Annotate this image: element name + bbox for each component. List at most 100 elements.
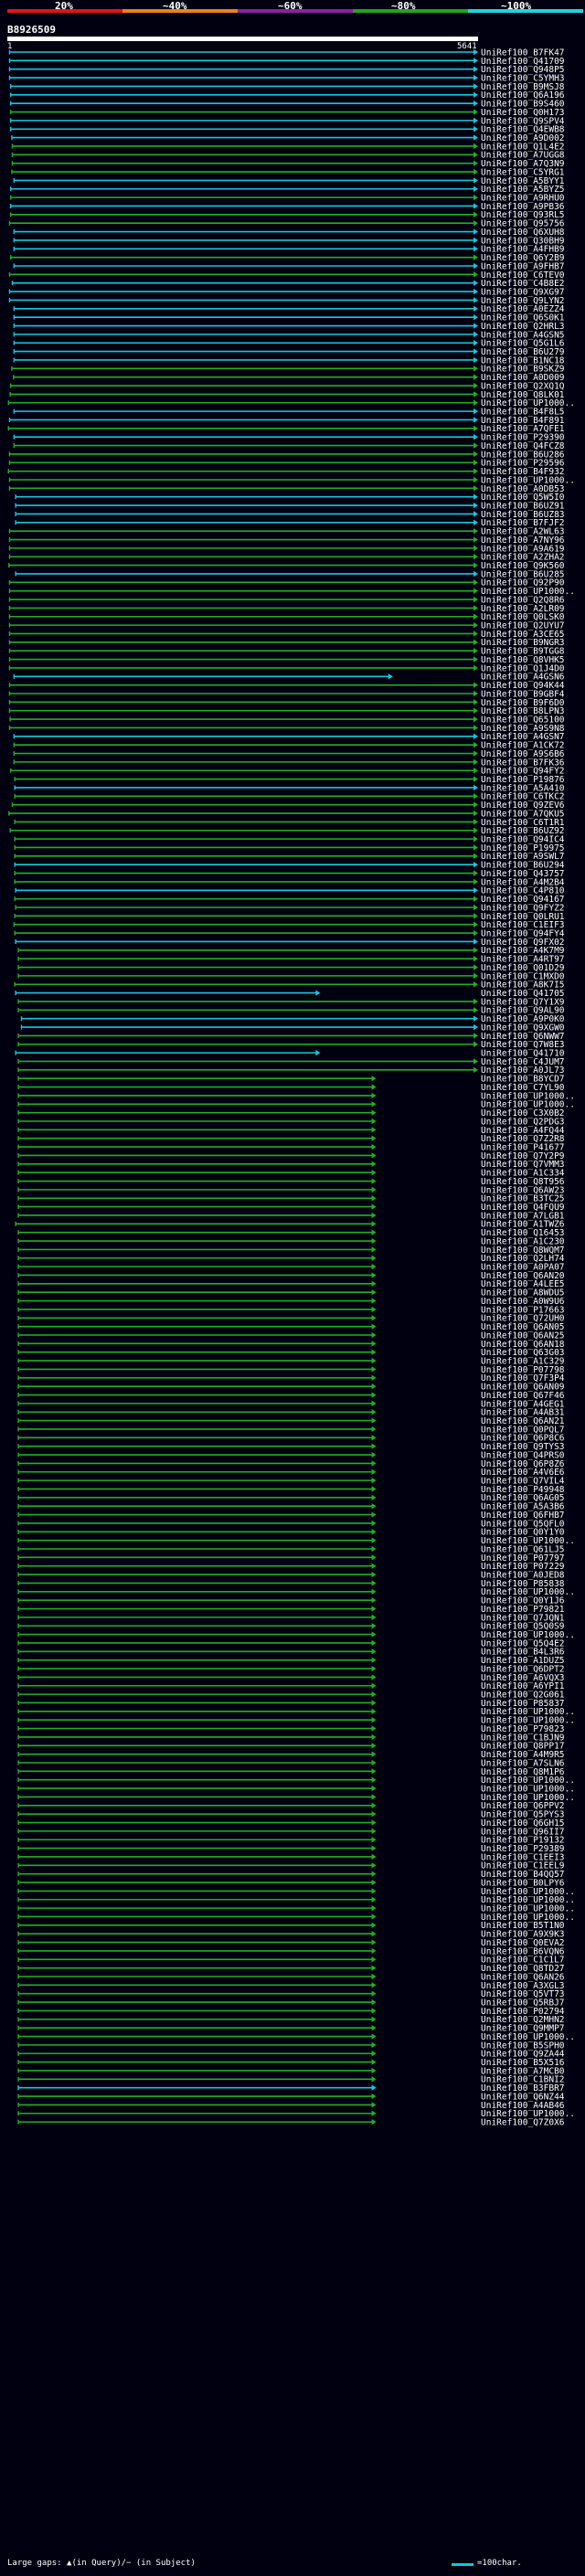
- hit-row[interactable]: UniRef100_C1EEI3: [17, 1852, 565, 1862]
- hit-label[interactable]: UniRef100_B4QQ57: [481, 1870, 565, 1880]
- hit-label[interactable]: UniRef100_Q2XQ1Q: [481, 381, 565, 391]
- hit-label[interactable]: UniRef100_Q8T956: [481, 1177, 565, 1187]
- hit-label[interactable]: UniRef100_UP1000..: [481, 587, 575, 597]
- hit-row[interactable]: UniRef100_P29389: [17, 1844, 565, 1854]
- hit-row[interactable]: UniRef100_Q9AL90: [17, 1006, 565, 1016]
- hit-label[interactable]: UniRef100_Q2HRL3: [481, 322, 565, 332]
- hit-row[interactable]: UniRef100_Q5Q0S9: [17, 1622, 565, 1632]
- hit-label[interactable]: UniRef100_A5BYZ5: [481, 185, 565, 195]
- hit-row[interactable]: UniRef100_A5BYY1: [13, 176, 565, 186]
- hit-row[interactable]: UniRef100_Q30BH9: [13, 236, 565, 246]
- hit-label[interactable]: UniRef100_Q6AN25: [481, 1330, 565, 1341]
- hit-row[interactable]: UniRef100_B4L3R6: [17, 1648, 565, 1658]
- hit-label[interactable]: UniRef100_A0EZZ4: [481, 304, 565, 314]
- hit-row[interactable]: UniRef100_Q5PYS3: [17, 1810, 565, 1820]
- hit-row[interactable]: UniRef100_Q2HRL3: [13, 322, 565, 332]
- hit-label[interactable]: UniRef100_Q41709: [481, 57, 565, 67]
- hit-row[interactable]: UniRef100_UP1000..: [17, 1536, 575, 1546]
- hit-row[interactable]: UniRef100_A4GEG1: [17, 1399, 565, 1409]
- hit-label[interactable]: UniRef100_P02794: [481, 2007, 565, 2017]
- hit-row[interactable]: UniRef100_A4GSN5: [13, 330, 565, 340]
- hit-row[interactable]: UniRef100_A9S9N8: [8, 724, 565, 734]
- hit-label[interactable]: UniRef100_C6T1R1: [481, 818, 565, 828]
- hit-row[interactable]: UniRef100_Q6AN05: [17, 1322, 565, 1332]
- hit-row[interactable]: UniRef100_Q95756: [8, 219, 565, 229]
- hit-row[interactable]: UniRef100_UP1000..: [17, 2032, 575, 2042]
- hit-label[interactable]: UniRef100_Q1J4D0: [481, 663, 565, 673]
- hit-row[interactable]: UniRef100_B9F6D0: [8, 698, 565, 708]
- hit-row[interactable]: UniRef100_Q0Y1J6: [17, 1596, 565, 1606]
- hit-label[interactable]: UniRef100_Q6Y2B9: [481, 253, 565, 263]
- hit-row[interactable]: UniRef100_Q6AN26: [17, 1972, 565, 1982]
- hit-label[interactable]: UniRef100_Q30BH9: [481, 236, 565, 246]
- hit-label[interactable]: UniRef100_Q63G03: [481, 1348, 565, 1358]
- hit-label[interactable]: UniRef100_Q4EWB8: [481, 125, 565, 135]
- hit-row[interactable]: UniRef100_Q6AW23: [17, 1185, 565, 1195]
- hit-label[interactable]: UniRef100_B4L3R6: [481, 1648, 565, 1658]
- hit-label[interactable]: UniRef100_P19975: [481, 843, 565, 853]
- hit-label[interactable]: UniRef100_Q9ZA44: [481, 2050, 565, 2060]
- hit-row[interactable]: UniRef100_P79821: [17, 1605, 565, 1615]
- hit-row[interactable]: UniRef100_C4P810: [15, 886, 565, 896]
- hit-row[interactable]: UniRef100_A5BYZ5: [9, 185, 565, 195]
- hit-label[interactable]: UniRef100_C1C1L7: [481, 1956, 565, 1966]
- hit-label[interactable]: UniRef100_P29596: [481, 459, 565, 469]
- hit-row[interactable]: UniRef100_Q8T956: [17, 1177, 565, 1187]
- hit-label[interactable]: UniRef100_Q92P90: [481, 578, 565, 588]
- hit-label[interactable]: UniRef100_A9S6B6: [481, 749, 565, 759]
- hit-row[interactable]: UniRef100_Q9LYN2: [8, 296, 565, 306]
- hit-label[interactable]: UniRef100_Q7Y2P9: [481, 1151, 565, 1161]
- hit-row[interactable]: UniRef100_Q01D29: [17, 963, 565, 973]
- hit-row[interactable]: UniRef100_A7LGB1: [17, 1211, 565, 1221]
- hit-label[interactable]: UniRef100_Q7JQN1: [481, 1613, 565, 1623]
- hit-row[interactable]: UniRef100_Q8M1P6: [17, 1767, 565, 1777]
- hit-label[interactable]: UniRef100_A4GSN6: [481, 673, 565, 683]
- hit-label[interactable]: UniRef100_A3CE65: [481, 630, 565, 640]
- hit-label[interactable]: UniRef100_Q2LH74: [481, 1254, 565, 1264]
- hit-label[interactable]: UniRef100_C1EIF3: [481, 920, 565, 930]
- hit-label[interactable]: UniRef100_Q9XG97: [481, 287, 565, 297]
- hit-label[interactable]: UniRef100_Q96II7: [481, 1827, 565, 1837]
- hit-label[interactable]: UniRef100_A8K7I5: [481, 981, 565, 991]
- hit-label[interactable]: UniRef100_A0JED8: [481, 1570, 565, 1580]
- hit-row[interactable]: UniRef100_Q8WQM7: [17, 1246, 565, 1256]
- hit-label[interactable]: UniRef100_A4FHB9: [481, 245, 565, 255]
- hit-label[interactable]: UniRef100_B6U285: [481, 569, 565, 579]
- hit-label[interactable]: UniRef100_A4GSN7: [481, 732, 565, 742]
- hit-row[interactable]: UniRef100_P79823: [17, 1724, 565, 1734]
- hit-label[interactable]: UniRef100_P19132: [481, 1836, 565, 1846]
- hit-row[interactable]: UniRef100_C6T1R1: [14, 818, 565, 828]
- hit-row[interactable]: UniRef100_A4V6E6: [17, 1468, 565, 1478]
- hit-row[interactable]: UniRef100_Q9FYZ2: [15, 903, 565, 913]
- hit-row[interactable]: UniRef100_Q6NWW7: [17, 1032, 565, 1042]
- hit-row[interactable]: UniRef100_C1BJN9: [17, 1733, 565, 1743]
- hit-label[interactable]: UniRef100_Q72UH0: [481, 1314, 565, 1324]
- hit-row[interactable]: UniRef100_Q9SPV4: [9, 116, 565, 126]
- hit-row[interactable]: UniRef100_P29390: [13, 433, 565, 443]
- hit-row[interactable]: UniRef100_Q7Y1X9: [17, 997, 565, 1007]
- hit-row[interactable]: UniRef100_Q2UYU7: [8, 621, 565, 631]
- hit-row[interactable]: UniRef100_B6VQN6: [17, 1946, 565, 1956]
- hit-label[interactable]: UniRef100_A4GSN5: [481, 330, 565, 340]
- hit-row[interactable]: UniRef100_B8LPN3: [8, 706, 565, 716]
- hit-row[interactable]: UniRef100_B9TGG8: [8, 647, 565, 657]
- hit-row[interactable]: UniRef100_B4QQ57: [17, 1870, 565, 1880]
- hit-label[interactable]: UniRef100_C1MXD0: [481, 971, 565, 981]
- hit-row[interactable]: UniRef100_A9RHU0: [9, 194, 565, 204]
- hit-label[interactable]: UniRef100_Q6AN20: [481, 1271, 565, 1281]
- hit-row[interactable]: UniRef100_A4FQ44: [17, 1126, 565, 1136]
- hit-label[interactable]: UniRef100_A4FQ44: [481, 1126, 565, 1136]
- hit-row[interactable]: UniRef100_B5X516: [17, 2058, 565, 2068]
- hit-row[interactable]: UniRef100_A5A3B6: [17, 1502, 565, 1512]
- hit-label[interactable]: UniRef100_P29390: [481, 433, 565, 443]
- hit-row[interactable]: UniRef100_B9S460: [9, 100, 565, 110]
- hit-label[interactable]: UniRef100_A4LEE5: [481, 1279, 565, 1289]
- hit-label[interactable]: UniRef100_Q4PRS0: [481, 1450, 565, 1460]
- hit-row[interactable]: UniRef100_A2WL63: [8, 527, 565, 537]
- hit-label[interactable]: UniRef100_B6U279: [481, 347, 565, 357]
- hit-row[interactable]: UniRef100_Q2PDG3: [17, 1117, 565, 1127]
- hit-row[interactable]: UniRef100_A4AB46: [17, 2101, 565, 2111]
- hit-label[interactable]: UniRef100_Q8VHK5: [481, 655, 565, 665]
- hit-row[interactable]: UniRef100_A4AB31: [17, 1408, 565, 1418]
- hit-label[interactable]: UniRef100_B8LPN3: [481, 706, 565, 716]
